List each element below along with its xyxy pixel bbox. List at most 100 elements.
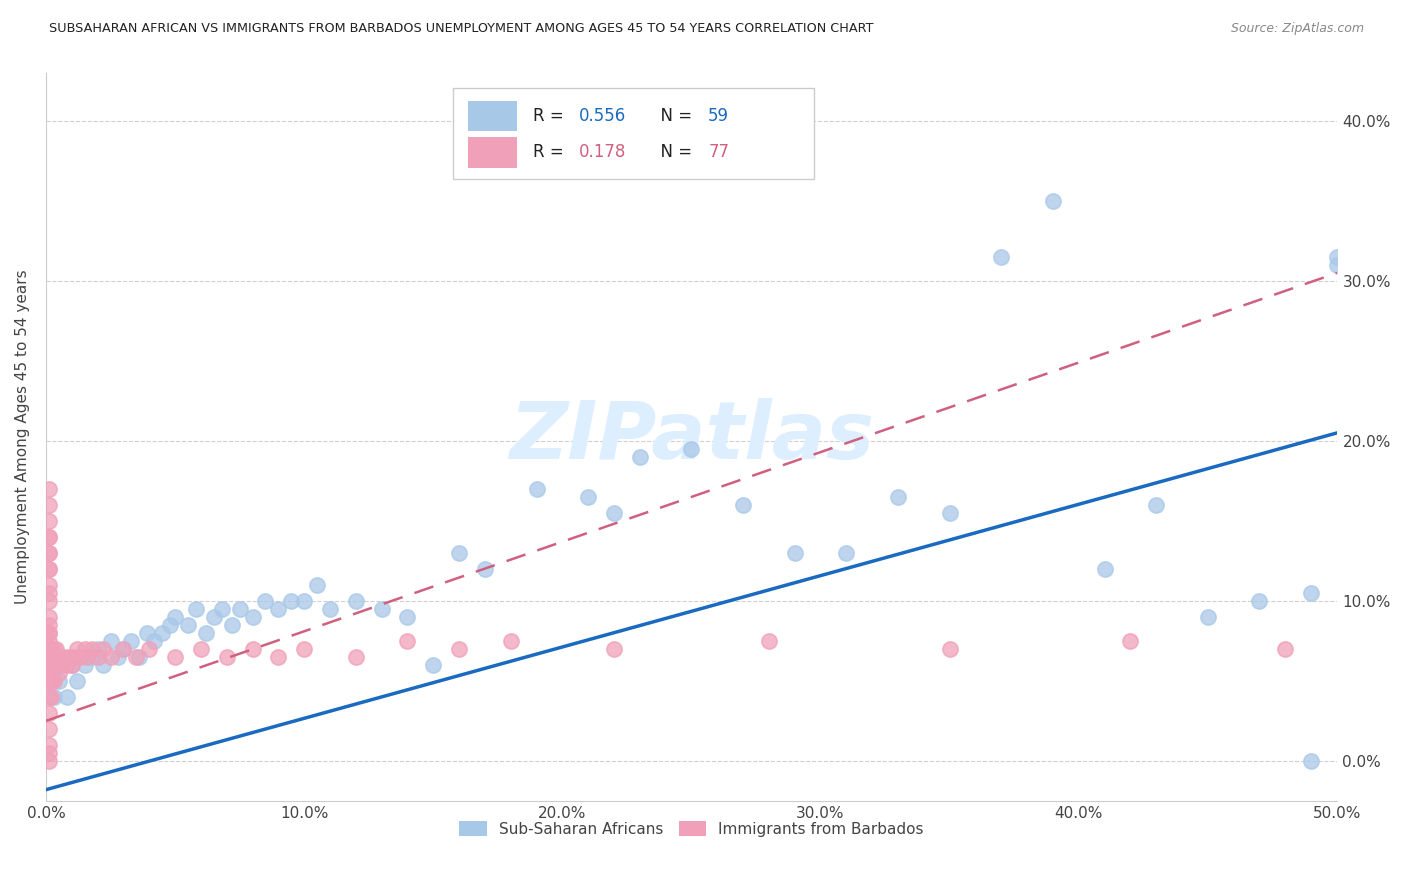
- Point: [990, 250, 1012, 264]
- Point: [66, 641, 89, 656]
- Text: R =: R =: [533, 107, 568, 125]
- Point: [82, 641, 104, 656]
- Point: [45, 657, 67, 672]
- Bar: [468, 137, 517, 168]
- Point: [38, 578, 60, 592]
- Point: [938, 506, 960, 520]
- Text: ZIPatlas: ZIPatlas: [509, 398, 875, 476]
- Point: [307, 578, 329, 592]
- Point: [603, 641, 626, 656]
- Point: [112, 641, 135, 656]
- Point: [38, 641, 60, 656]
- Point: [53, 649, 76, 664]
- Point: [38, 626, 60, 640]
- Point: [474, 562, 496, 576]
- Point: [125, 649, 148, 664]
- Point: [1197, 610, 1219, 624]
- Point: [165, 610, 187, 624]
- Point: [48, 673, 70, 688]
- Point: [165, 649, 187, 664]
- Point: [138, 641, 160, 656]
- Point: [58, 649, 80, 664]
- Point: [733, 498, 755, 512]
- Point: [211, 602, 233, 616]
- Point: [38, 618, 60, 632]
- Point: [39, 641, 62, 656]
- Point: [449, 641, 471, 656]
- Point: [1094, 562, 1116, 576]
- Point: [42, 673, 65, 688]
- Point: [344, 594, 367, 608]
- Point: [128, 649, 150, 664]
- Point: [938, 641, 960, 656]
- Point: [42, 641, 65, 656]
- Point: [38, 746, 60, 760]
- Point: [100, 634, 122, 648]
- Point: [370, 602, 392, 616]
- Point: [100, 649, 122, 664]
- Point: [73, 657, 96, 672]
- Point: [38, 530, 60, 544]
- Point: [39, 673, 62, 688]
- Point: [38, 649, 60, 664]
- Point: [449, 546, 471, 560]
- Point: [38, 562, 60, 576]
- Text: SUBSAHARAN AFRICAN VS IMMIGRANTS FROM BARBADOS UNEMPLOYMENT AMONG AGES 45 TO 54 : SUBSAHARAN AFRICAN VS IMMIGRANTS FROM BA…: [49, 22, 873, 36]
- Text: Source: ZipAtlas.com: Source: ZipAtlas.com: [1230, 22, 1364, 36]
- Point: [526, 482, 548, 496]
- Point: [73, 641, 96, 656]
- Point: [254, 594, 277, 608]
- Text: 0.556: 0.556: [579, 107, 627, 125]
- Text: 59: 59: [709, 107, 730, 125]
- Point: [38, 665, 60, 680]
- Point: [91, 641, 114, 656]
- Point: [38, 738, 60, 752]
- Point: [38, 657, 60, 672]
- Point: [38, 546, 60, 560]
- Point: [38, 690, 60, 704]
- Point: [758, 634, 780, 648]
- Point: [887, 490, 910, 504]
- Point: [280, 594, 302, 608]
- Point: [215, 649, 238, 664]
- Point: [195, 626, 218, 640]
- Point: [396, 634, 419, 648]
- Point: [38, 649, 60, 664]
- Point: [319, 602, 342, 616]
- Point: [1119, 634, 1142, 648]
- Point: [1144, 498, 1167, 512]
- Point: [38, 641, 60, 656]
- Point: [143, 634, 166, 648]
- Point: [69, 649, 91, 664]
- Point: [292, 594, 315, 608]
- Point: [228, 602, 250, 616]
- Text: N =: N =: [650, 107, 697, 125]
- Point: [242, 610, 264, 624]
- Point: [38, 673, 60, 688]
- Point: [135, 626, 157, 640]
- Point: [107, 649, 129, 664]
- Legend: Sub-Saharan Africans, Immigrants from Barbados: Sub-Saharan Africans, Immigrants from Ba…: [451, 813, 931, 844]
- Point: [292, 641, 315, 656]
- Point: [38, 722, 60, 736]
- Point: [38, 673, 60, 688]
- Point: [267, 602, 290, 616]
- Point: [39, 649, 62, 664]
- Point: [499, 634, 522, 648]
- Point: [86, 641, 108, 656]
- Point: [628, 450, 651, 464]
- Point: [344, 649, 367, 664]
- Point: [39, 657, 62, 672]
- Point: [38, 706, 60, 720]
- Point: [120, 634, 142, 648]
- Text: 0.178: 0.178: [579, 144, 627, 161]
- Point: [267, 649, 290, 664]
- Point: [76, 649, 98, 664]
- Text: R =: R =: [533, 144, 568, 161]
- Point: [190, 641, 212, 656]
- Point: [38, 498, 60, 512]
- Point: [1274, 641, 1296, 656]
- Point: [38, 586, 60, 600]
- Point: [55, 690, 77, 704]
- Point: [38, 546, 60, 560]
